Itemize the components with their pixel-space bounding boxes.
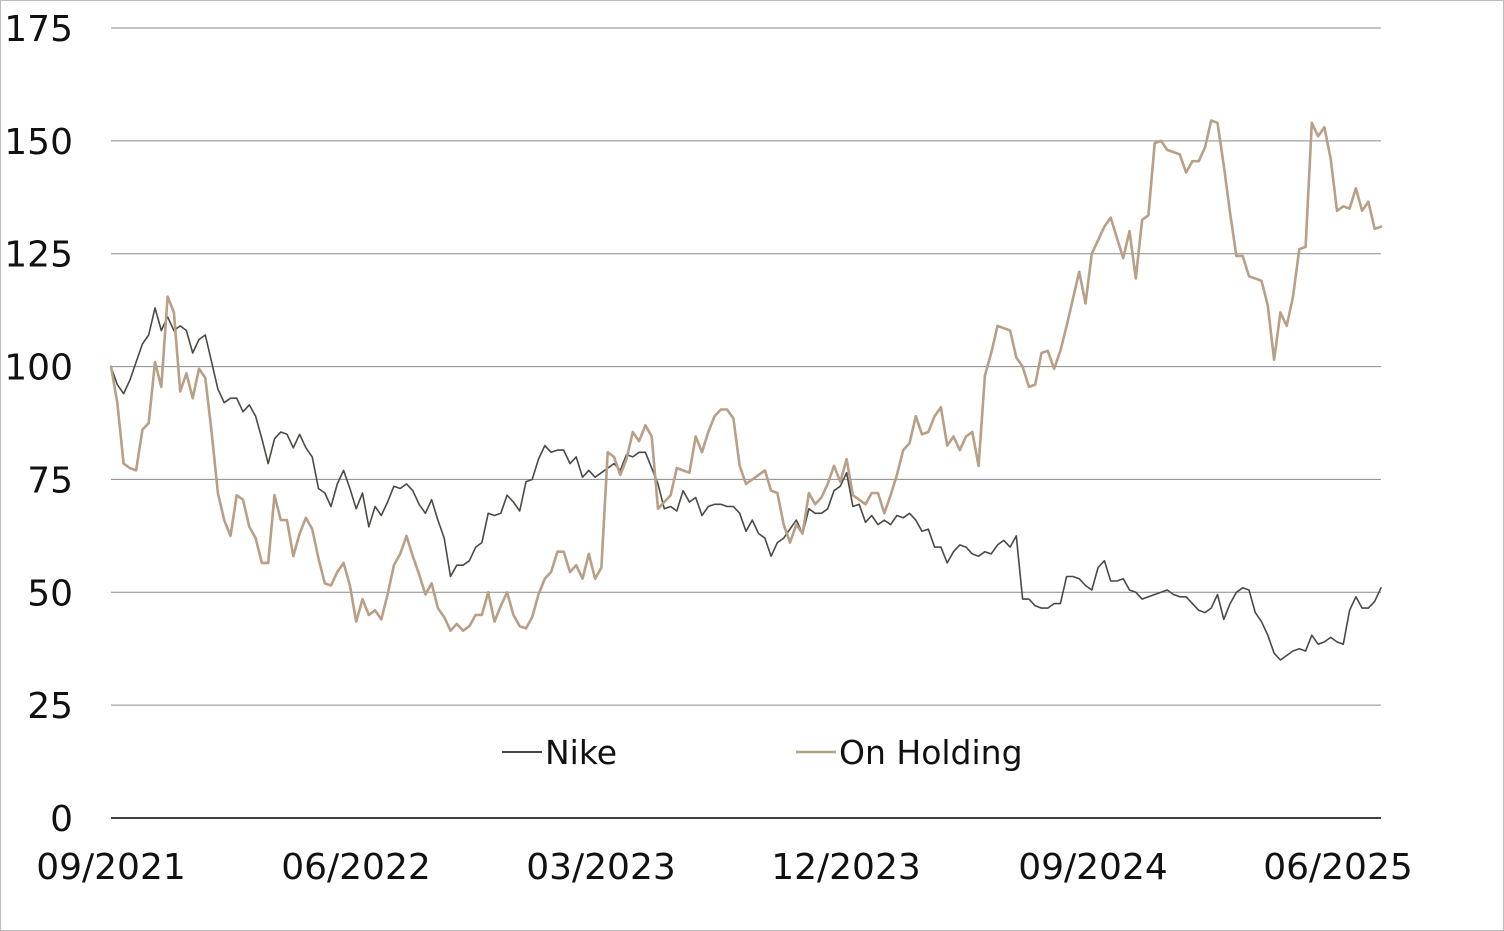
x-tick-label: 12/2023 (771, 847, 921, 888)
x-tick-label: 06/2025 (1263, 847, 1413, 888)
y-tick-label: 125 (4, 235, 73, 276)
y-tick-label: 100 (4, 348, 73, 389)
x-tick-label: 06/2022 (281, 847, 431, 888)
y-tick-label: 175 (4, 9, 73, 50)
grid-lines (111, 27, 1381, 819)
y-tick-label: 75 (27, 460, 73, 501)
legend-nike-label: Nike (545, 733, 617, 772)
y-tick-label: 50 (27, 573, 73, 614)
y-tick-label: 150 (4, 122, 73, 163)
series-lines (109, 119, 1383, 661)
y-axis-tick-labels: 0 25 50 75 100 125 150 175 (4, 9, 73, 840)
y-tick-label: 0 (50, 799, 73, 840)
x-tick-label: 09/2024 (1018, 847, 1168, 888)
legend-on-holding-label: On Holding (839, 733, 1023, 772)
series-line-on-holding (109, 119, 1383, 633)
x-tick-label: 09/2021 (36, 847, 186, 888)
x-tick-label: 03/2023 (526, 847, 676, 888)
y-tick-label: 25 (27, 686, 73, 727)
series-line-nike (110, 307, 1382, 661)
legend: Nike On Holding (502, 733, 1023, 772)
x-axis-tick-labels: 09/2021 06/2022 03/2023 12/2023 09/2024 06/20… (36, 847, 1413, 888)
